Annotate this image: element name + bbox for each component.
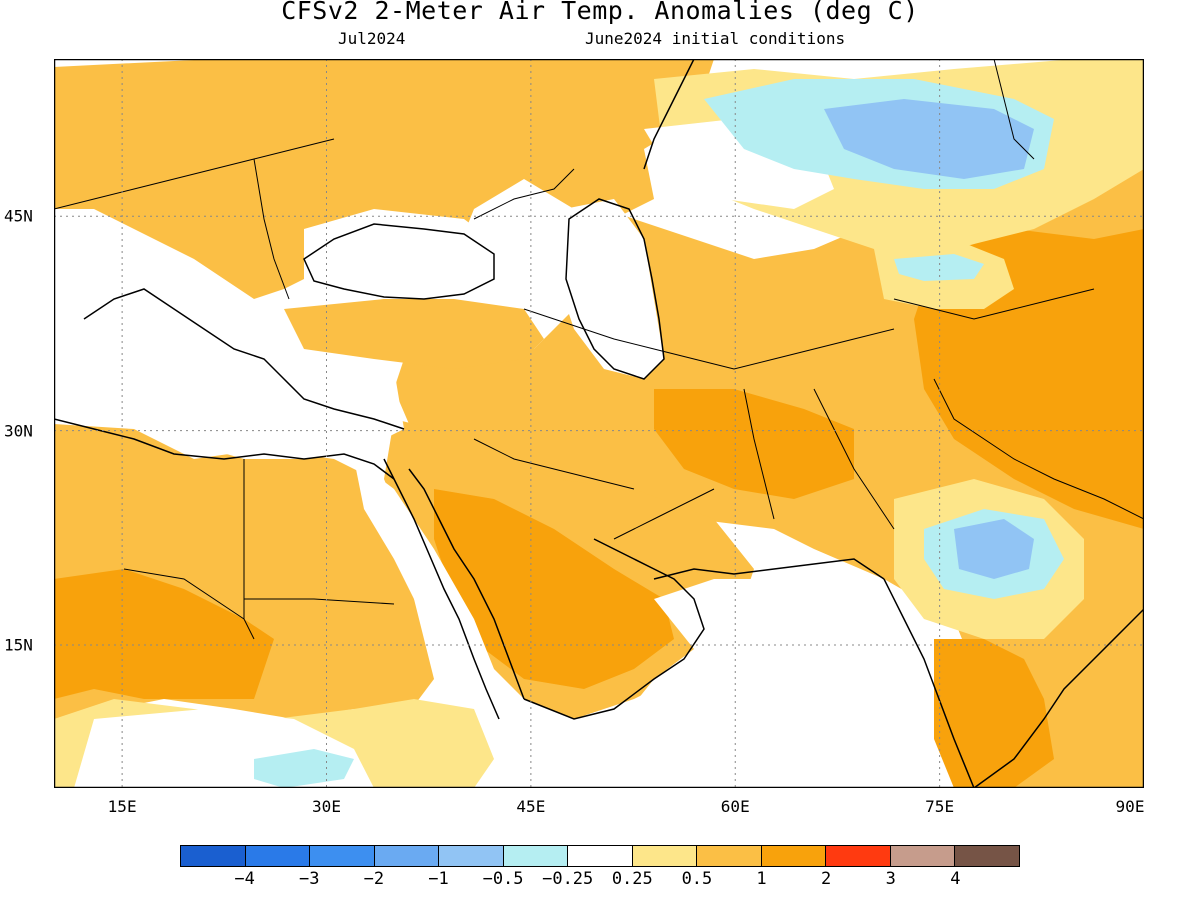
lat-tick-label: 15N bbox=[4, 635, 33, 655]
gridlines bbox=[54, 59, 1144, 788]
legend-label: −0.5 bbox=[482, 869, 524, 889]
legend-swatch bbox=[245, 846, 311, 866]
anomaly-region-0.5-1-turkey bbox=[284, 299, 544, 369]
legend-swatch bbox=[697, 846, 762, 866]
legend-label: 3 bbox=[885, 869, 896, 889]
anomaly-region-1-2-africa bbox=[54, 569, 274, 699]
legend-label: −2 bbox=[363, 869, 385, 889]
neutral-region-mediterranean bbox=[54, 289, 404, 459]
anomaly-region-neg-0.25-sudan bbox=[254, 749, 354, 788]
lon-tick-label: 60E bbox=[720, 797, 750, 816]
lon-tick-label: 45E bbox=[516, 797, 546, 816]
legend-swatch bbox=[181, 846, 246, 866]
legend-label: 0.25 bbox=[611, 869, 653, 889]
legend-swatch bbox=[761, 846, 827, 866]
legend-label: 0.5 bbox=[681, 869, 713, 889]
legend-label: −0.25 bbox=[542, 869, 594, 889]
anomaly-map bbox=[54, 59, 1144, 788]
lon-tick-label: 15E bbox=[107, 797, 137, 816]
map-border bbox=[54, 59, 1144, 788]
legend-label: −1 bbox=[428, 869, 449, 889]
lon-tick-label: 30E bbox=[312, 797, 341, 816]
anomaly-region-1-2-iran bbox=[654, 389, 854, 499]
lat-tick-label: 45N bbox=[4, 206, 33, 226]
color-legend-bar bbox=[180, 845, 1020, 867]
anomaly-region-0.5-1-europe bbox=[54, 59, 714, 299]
country-borders bbox=[54, 59, 1144, 640]
legend-swatch bbox=[310, 846, 375, 866]
map-title: CFSv2 2-Meter Air Temp. Anomalies (deg C… bbox=[281, 0, 919, 25]
legend-swatch bbox=[503, 846, 569, 866]
neutral-region-caspian bbox=[554, 199, 664, 379]
legend-label: −3 bbox=[298, 869, 320, 889]
legend-label: 4 bbox=[950, 869, 961, 889]
neutral-region-red-sea bbox=[354, 459, 494, 699]
anomaly-region-1-2-india bbox=[934, 639, 1054, 788]
initial-conditions: June2024 initial conditions bbox=[585, 29, 846, 48]
legend-label: −4 bbox=[234, 869, 255, 889]
anomaly-region-neg-1-india bbox=[954, 519, 1034, 579]
lon-tick-label: 75E bbox=[925, 797, 955, 816]
anomaly-region-neg-1-kazakh bbox=[824, 99, 1034, 179]
coastlines bbox=[54, 59, 1144, 788]
anomaly-region-neg-0.25-issyk bbox=[894, 254, 984, 281]
legend-label: 2 bbox=[821, 869, 832, 889]
lat-tick-label: 30N bbox=[4, 421, 33, 441]
legend-label: 1 bbox=[756, 869, 767, 889]
lon-tick-label: 90E bbox=[1115, 797, 1145, 816]
legend-swatch bbox=[374, 846, 440, 866]
legend-swatch bbox=[568, 846, 633, 866]
forecast-month: Jul2024 bbox=[338, 29, 406, 48]
legend-swatch bbox=[890, 846, 956, 866]
legend-swatch bbox=[826, 846, 891, 866]
neutral-region-arabian-sea bbox=[614, 569, 934, 788]
legend-swatch bbox=[955, 846, 1019, 866]
legend-swatch bbox=[439, 846, 504, 866]
legend-swatch bbox=[632, 846, 698, 866]
anomaly-region-1-2-arabia bbox=[434, 489, 674, 689]
